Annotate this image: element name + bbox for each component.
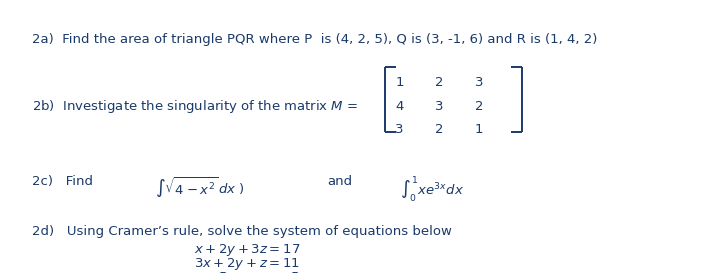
Text: 3: 3: [435, 100, 444, 113]
Text: 2: 2: [435, 76, 444, 90]
Text: 1: 1: [474, 123, 483, 136]
Text: $\int_0^1 xe^{3x}dx$: $\int_0^1 xe^{3x}dx$: [400, 175, 464, 204]
Text: 1: 1: [395, 76, 404, 90]
Text: $\int \sqrt{4 - x^2}\,dx$ ): $\int \sqrt{4 - x^2}\,dx$ ): [155, 175, 244, 200]
Text: $x + 2y + 3z = 17$: $x + 2y + 3z = 17$: [194, 242, 301, 258]
Text: $3x + 2y + z = 11$: $3x + 2y + z = 11$: [194, 256, 300, 272]
Text: 2d)   Using Cramer’s rule, solve the system of equations below: 2d) Using Cramer’s rule, solve the syste…: [32, 225, 452, 238]
Text: 3: 3: [395, 123, 404, 136]
Text: 2b)  Investigate the singularity of the matrix $M$ =: 2b) Investigate the singularity of the m…: [32, 98, 359, 115]
Text: 2a)  Find the area of triangle PQR where P  is (4, 2, 5), Q is (3, -1, 6) and R : 2a) Find the area of triangle PQR where …: [32, 33, 598, 46]
Text: 2: 2: [474, 100, 483, 113]
Text: 3: 3: [474, 76, 483, 90]
Text: and: and: [328, 175, 353, 188]
Text: 2c)   Find: 2c) Find: [32, 175, 94, 188]
Text: $x - 5y + z = -5$: $x - 5y + z = -5$: [194, 270, 300, 273]
Text: 4: 4: [395, 100, 404, 113]
Text: 2: 2: [435, 123, 444, 136]
